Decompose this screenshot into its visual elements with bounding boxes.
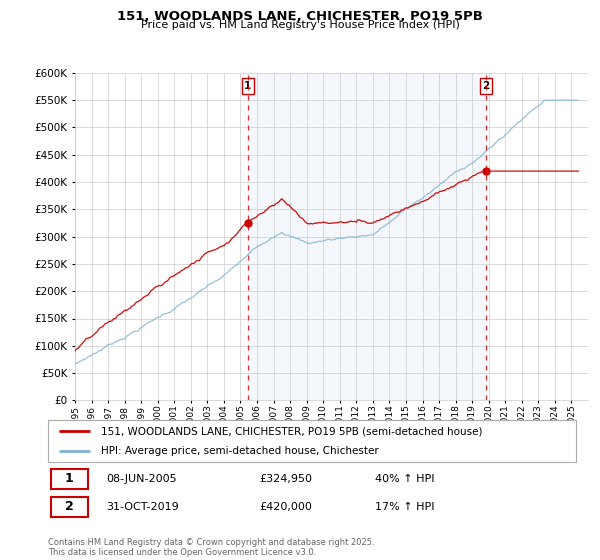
Text: 31-OCT-2019: 31-OCT-2019 [106, 502, 179, 512]
Bar [248, 73, 486, 400]
FancyBboxPatch shape [50, 497, 88, 517]
Text: 2: 2 [482, 81, 490, 91]
FancyBboxPatch shape [48, 420, 576, 462]
Text: 151, WOODLANDS LANE, CHICHESTER, PO19 5PB: 151, WOODLANDS LANE, CHICHESTER, PO19 5P… [117, 10, 483, 23]
Text: 40% ↑ HPI: 40% ↑ HPI [376, 474, 435, 484]
Text: 17% ↑ HPI: 17% ↑ HPI [376, 502, 435, 512]
FancyBboxPatch shape [50, 469, 88, 489]
Text: £324,950: £324,950 [259, 474, 312, 484]
Text: Price paid vs. HM Land Registry's House Price Index (HPI): Price paid vs. HM Land Registry's House … [140, 20, 460, 30]
Text: £420,000: £420,000 [259, 502, 312, 512]
Text: 1: 1 [244, 81, 251, 91]
Text: 2: 2 [65, 500, 73, 514]
Text: 08-JUN-2005: 08-JUN-2005 [106, 474, 177, 484]
Text: 151, WOODLANDS LANE, CHICHESTER, PO19 5PB (semi-detached house): 151, WOODLANDS LANE, CHICHESTER, PO19 5P… [101, 426, 482, 436]
Text: Contains HM Land Registry data © Crown copyright and database right 2025.
This d: Contains HM Land Registry data © Crown c… [48, 538, 374, 557]
Text: HPI: Average price, semi-detached house, Chichester: HPI: Average price, semi-detached house,… [101, 446, 379, 456]
Text: 1: 1 [65, 472, 73, 486]
